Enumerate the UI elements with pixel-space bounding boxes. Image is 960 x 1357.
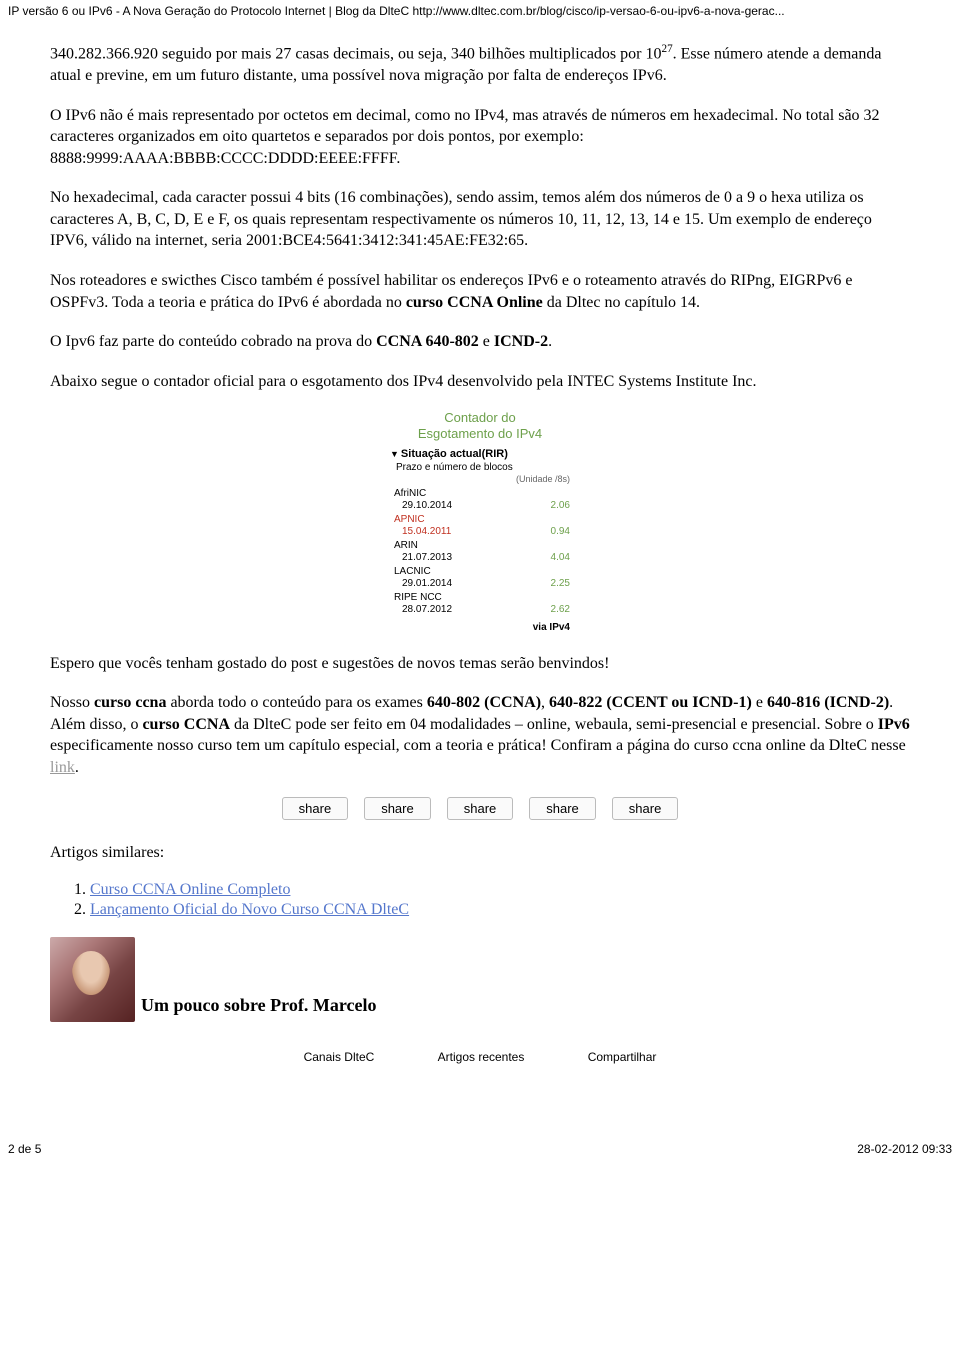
counter-value: 4.04 <box>551 552 570 563</box>
counter-row: 29.10.2014 2.06 <box>390 499 570 514</box>
paragraph-8: Nosso curso ccna aborda todo o conteúdo … <box>50 692 910 778</box>
footer-tab-artigos[interactable]: Artigos recentes <box>438 1050 525 1064</box>
counter-row: 21.07.2013 4.04 <box>390 551 570 566</box>
counter-subheading: Situação actual(RIR) <box>390 448 570 460</box>
share-row: share share share share share <box>50 797 910 820</box>
page-timestamp: 28-02-2012 09:33 <box>857 1142 952 1156</box>
footer-tabs: Canais DlteC Artigos recentes Compartilh… <box>50 1042 910 1072</box>
page-header-url: IP versão 6 ou IPv6 - A Nova Geração do … <box>0 0 960 22</box>
article-body: 340.282.366.920 seguido por mais 27 casa… <box>0 22 960 1082</box>
counter-value: 2.62 <box>551 604 570 615</box>
counter-registry-name: ARIN <box>390 540 570 551</box>
page-footer: 2 de 5 28-02-2012 09:33 <box>0 1082 960 1162</box>
share-button[interactable]: share <box>612 797 679 820</box>
paragraph-1: 340.282.366.920 seguido por mais 27 casa… <box>50 42 910 87</box>
paragraph-2: O IPv6 não é mais representado por octet… <box>50 105 910 170</box>
counter-desc: Prazo e número de blocos <box>390 462 570 473</box>
paragraph-5: O Ipv6 faz parte do conteúdo cobrado na … <box>50 331 910 353</box>
counter-value: 0.94 <box>551 526 570 537</box>
author-avatar <box>50 937 135 1022</box>
counter-registry-name: AfriNIC <box>390 488 570 499</box>
author-section: Um pouco sobre Prof. Marcelo <box>50 937 910 1022</box>
counter-date: 29.10.2014 <box>402 500 452 511</box>
similar-link-2[interactable]: Lançamento Oficial do Novo Curso CCNA Dl… <box>90 901 409 918</box>
header-text: IP versão 6 ou IPv6 - A Nova Geração do … <box>8 4 785 18</box>
paragraph-7: Espero que vocês tenham gostado do post … <box>50 653 910 675</box>
counter-via: via IPv4 <box>390 622 570 633</box>
course-link[interactable]: link <box>50 759 75 776</box>
counter-value: 2.06 <box>551 500 570 511</box>
counter-row: 29.01.2014 2.25 <box>390 577 570 592</box>
list-item: Lançamento Oficial do Novo Curso CCNA Dl… <box>90 901 910 919</box>
similar-heading: Artigos similares: <box>50 842 910 864</box>
similar-list: Curso CCNA Online Completo Lançamento Of… <box>90 881 910 919</box>
footer-tab-compartilhar[interactable]: Compartilhar <box>588 1050 657 1064</box>
share-button[interactable]: share <box>447 797 514 820</box>
counter-value: 2.25 <box>551 578 570 589</box>
counter-title: Contador do Esgotamento do IPv4 <box>390 410 570 441</box>
share-button[interactable]: share <box>364 797 431 820</box>
page-number: 2 de 5 <box>8 1142 41 1156</box>
counter-row: 15.04.2011 0.94 <box>390 525 570 540</box>
paragraph-3: No hexadecimal, cada caracter possui 4 b… <box>50 187 910 252</box>
counter-date: 15.04.2011 <box>402 526 451 537</box>
similar-link-1[interactable]: Curso CCNA Online Completo <box>90 881 290 898</box>
share-button[interactable]: share <box>282 797 349 820</box>
paragraph-4: Nos roteadores e swicthes Cisco também é… <box>50 270 910 313</box>
share-button[interactable]: share <box>529 797 596 820</box>
paragraph-6: Abaixo segue o contador oficial para o e… <box>50 371 910 393</box>
counter-row: 28.07.2012 2.62 <box>390 603 570 618</box>
counter-registry-name: APNIC <box>390 514 570 525</box>
counter-date: 29.01.2014 <box>402 578 452 589</box>
counter-date: 21.07.2013 <box>402 552 452 563</box>
counter-registry-name: LACNIC <box>390 566 570 577</box>
list-item: Curso CCNA Online Completo <box>90 881 910 899</box>
counter-date: 28.07.2012 <box>402 604 452 615</box>
author-heading: Um pouco sobre Prof. Marcelo <box>141 995 376 1022</box>
ipv4-counter-widget: Contador do Esgotamento do IPv4 Situação… <box>390 410 570 632</box>
counter-registry-name: RIPE NCC <box>390 592 570 603</box>
counter-unit: (Unidade /8s) <box>390 474 570 484</box>
footer-tab-canais[interactable]: Canais DlteC <box>304 1050 375 1064</box>
